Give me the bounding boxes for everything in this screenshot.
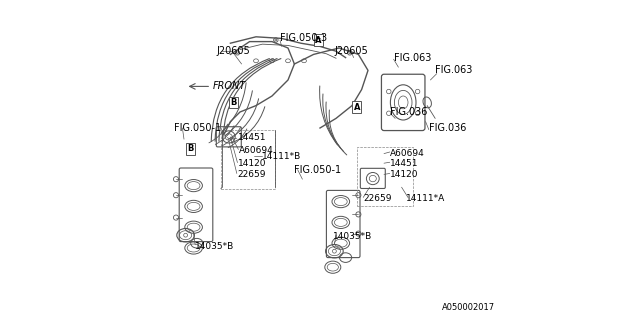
Text: A050002017: A050002017: [442, 303, 495, 312]
Text: 22659: 22659: [237, 170, 266, 179]
Text: FIG.036: FIG.036: [429, 123, 466, 133]
Text: A: A: [315, 36, 322, 44]
Text: 14111*A: 14111*A: [406, 194, 445, 203]
Text: FIG.036: FIG.036: [390, 107, 428, 117]
Text: FIG.063: FIG.063: [394, 52, 431, 63]
Text: B: B: [188, 144, 193, 153]
Text: 14451: 14451: [239, 133, 267, 142]
Text: FIG.050-1: FIG.050-1: [294, 164, 342, 175]
Text: FIG.063: FIG.063: [435, 65, 472, 76]
Text: FRONT: FRONT: [212, 81, 246, 92]
Text: A60694: A60694: [239, 146, 274, 155]
Text: B: B: [230, 98, 237, 107]
Text: FIG.050-3: FIG.050-3: [280, 33, 327, 44]
Text: A: A: [353, 103, 360, 112]
Text: 14120: 14120: [239, 159, 267, 168]
Text: 14035*B: 14035*B: [333, 232, 372, 241]
Text: 14120: 14120: [390, 170, 419, 179]
Text: 14035*B: 14035*B: [195, 242, 234, 251]
Text: 14451: 14451: [390, 159, 419, 168]
Text: A60694: A60694: [390, 149, 425, 158]
Text: J20605: J20605: [334, 46, 368, 56]
Text: 14111*B: 14111*B: [262, 152, 301, 161]
Text: FIG.050-1: FIG.050-1: [174, 123, 221, 133]
Text: 22659: 22659: [364, 194, 392, 203]
Text: J20605: J20605: [216, 46, 250, 56]
